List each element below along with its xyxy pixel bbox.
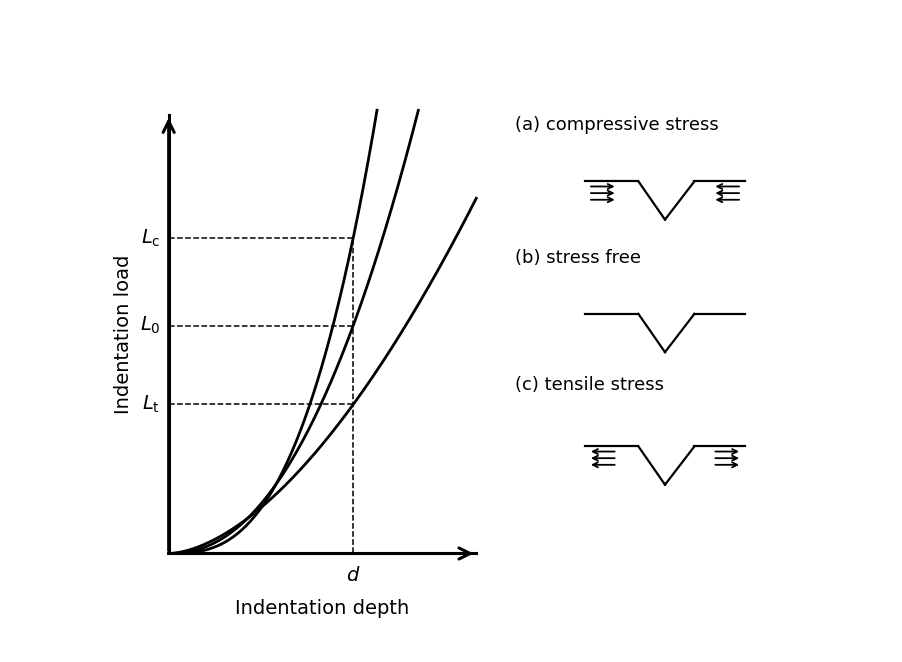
Text: (c) tensile stress: (c) tensile stress (515, 376, 664, 395)
Text: (b) stress free: (b) stress free (515, 249, 640, 267)
Text: Indentation load: Indentation load (114, 255, 133, 414)
Text: (a) compressive stress: (a) compressive stress (515, 117, 719, 134)
Text: $L_{0}$: $L_{0}$ (140, 315, 161, 336)
Text: $L_{\mathrm{c}}$: $L_{\mathrm{c}}$ (141, 227, 161, 248)
Text: $L_{\mathrm{t}}$: $L_{\mathrm{t}}$ (143, 394, 161, 415)
Text: $d$: $d$ (346, 566, 361, 585)
Text: Indentation depth: Indentation depth (235, 599, 410, 618)
